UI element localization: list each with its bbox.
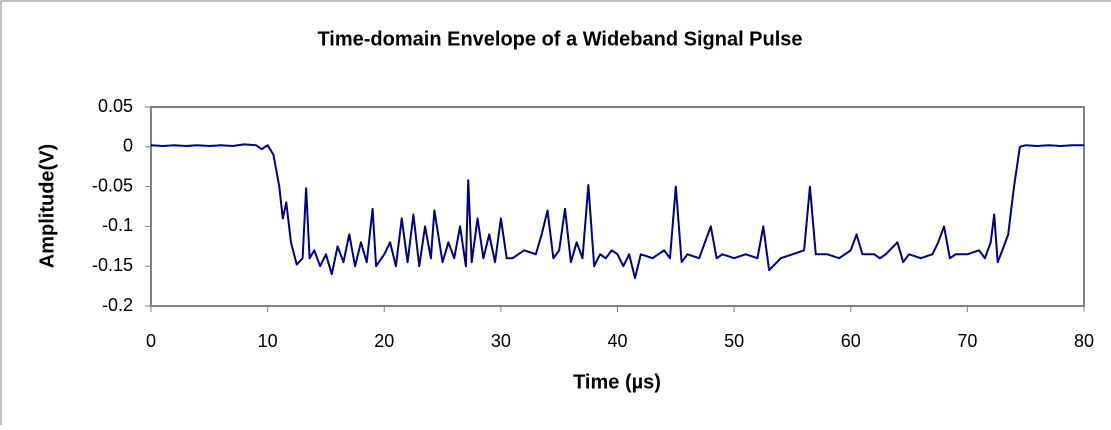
x-tick-label: 30 bbox=[491, 331, 511, 351]
x-tick-label: 80 bbox=[1074, 331, 1094, 351]
x-tick-label: 0 bbox=[146, 331, 156, 351]
y-tick-label: -0.2 bbox=[102, 295, 133, 315]
x-tick-label: 20 bbox=[374, 331, 394, 351]
plot-area bbox=[150, 106, 1085, 307]
y-tick-label: 0 bbox=[123, 136, 133, 156]
x-tick-label: 60 bbox=[841, 331, 861, 351]
y-tick-label: -0.15 bbox=[92, 255, 133, 275]
x-tick-label: 50 bbox=[724, 331, 744, 351]
x-tick-label: 70 bbox=[957, 331, 977, 351]
y-tick-label: 0.05 bbox=[98, 96, 133, 116]
chart-title: Time-domain Envelope of a Wideband Signa… bbox=[317, 28, 802, 50]
x-axis-label: Time (µs) bbox=[573, 371, 661, 393]
y-tick-label: -0.05 bbox=[92, 175, 133, 195]
y-tick-label: -0.1 bbox=[102, 215, 133, 235]
x-tick-label: 10 bbox=[258, 331, 278, 351]
x-tick-label: 40 bbox=[607, 331, 627, 351]
y-axis-label: Amplitude(V) bbox=[36, 144, 58, 268]
signal-line bbox=[150, 143, 1084, 280]
